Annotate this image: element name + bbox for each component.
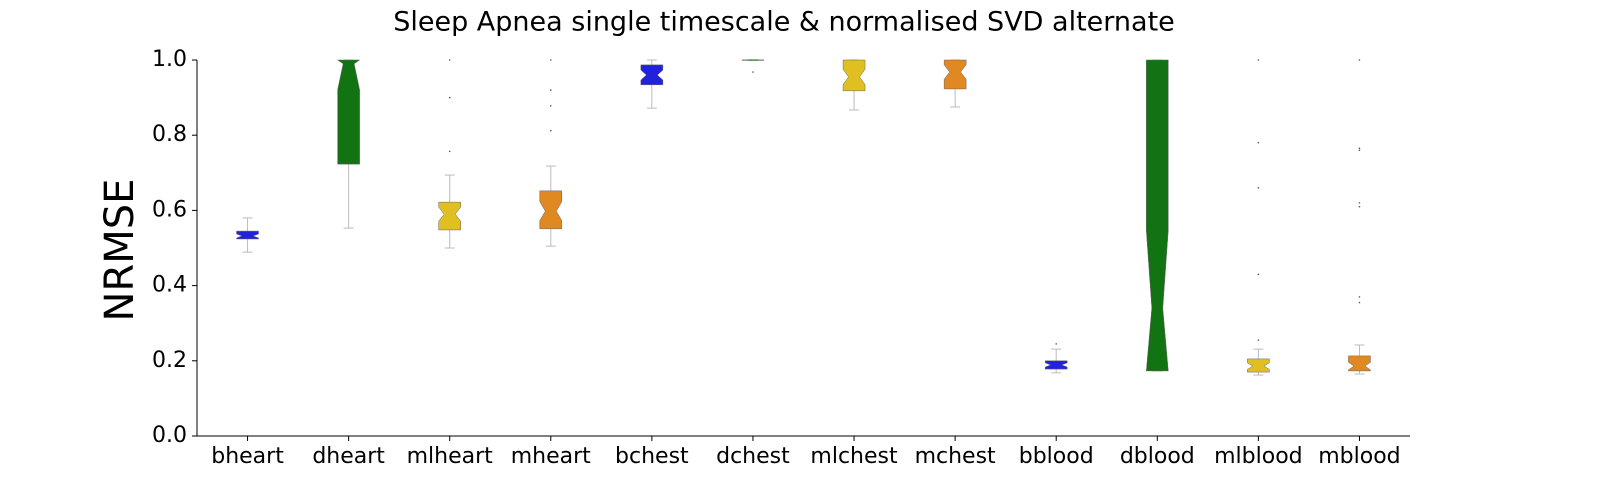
- x-tick-label: dchest: [716, 444, 790, 469]
- chart-title: Sleep Apnea single timescale & normalise…: [393, 7, 1175, 38]
- y-tick-label: 1.0: [152, 47, 187, 72]
- flier: [448, 150, 451, 153]
- box: [1348, 355, 1371, 372]
- flier: [1257, 339, 1260, 341]
- flier: [549, 105, 552, 107]
- x-tick-label: mlheart: [407, 444, 494, 469]
- flier: [1358, 147, 1361, 150]
- flier: [1257, 59, 1260, 61]
- y-tick-label: 0.8: [152, 122, 187, 147]
- box: [1146, 59, 1169, 372]
- flier: [1257, 273, 1260, 276]
- flier: [1257, 187, 1260, 189]
- plot-area: [236, 59, 1371, 376]
- y-axis-label: NRMSE: [97, 179, 143, 322]
- flier: [1358, 149, 1361, 152]
- x-tick-label: mlblood: [1214, 444, 1303, 469]
- flier: [1358, 296, 1361, 298]
- flier: [1257, 141, 1260, 144]
- x-tick-label: mblood: [1318, 444, 1400, 469]
- flier: [549, 59, 552, 61]
- x-tick-label: dblood: [1120, 444, 1195, 469]
- x-tick-label: mheart: [511, 444, 591, 469]
- flier: [448, 96, 451, 99]
- flier: [1358, 202, 1361, 204]
- flier: [1358, 301, 1361, 304]
- flier: [549, 89, 552, 91]
- x-tick-label: mchest: [915, 444, 996, 469]
- flier: [1055, 343, 1058, 345]
- y-tick-label: 0.2: [152, 348, 187, 373]
- flier: [1358, 205, 1361, 208]
- box: [1247, 358, 1270, 373]
- y-tick-label: 0.4: [152, 273, 187, 298]
- box: [336, 59, 361, 165]
- flier: [448, 59, 451, 61]
- flier: [1358, 59, 1361, 61]
- flier: [549, 129, 552, 132]
- x-tick-label: mlchest: [810, 444, 898, 469]
- x-tick-label: dheart: [312, 444, 385, 469]
- box: [539, 190, 563, 230]
- box: [842, 59, 866, 92]
- box: [236, 230, 259, 240]
- y-tick-label: 0.0: [152, 423, 187, 448]
- y-tick-label: 0.6: [152, 197, 187, 222]
- x-tick-label: bblood: [1019, 444, 1094, 469]
- box: [943, 59, 967, 90]
- box: [438, 201, 461, 231]
- x-tick-label: bchest: [615, 444, 689, 469]
- flier: [752, 71, 754, 73]
- x-tick-label: bheart: [211, 444, 284, 469]
